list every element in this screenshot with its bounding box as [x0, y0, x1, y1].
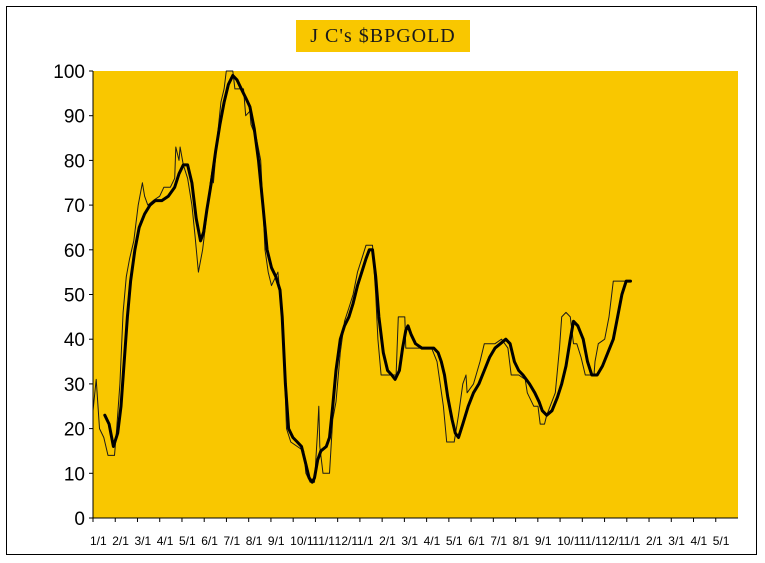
x-tick-label: 2/1	[379, 534, 396, 548]
x-tick-label: 6/1	[468, 534, 485, 548]
raw-series-line	[92, 70, 631, 483]
y-axis-ticks: 0 10 20 30 40 50 60 70 80 90 100	[53, 62, 93, 530]
y-tick-label: 30	[64, 375, 85, 396]
smoothed-series-layer	[103, 74, 632, 484]
x-tick-label: 3/1	[668, 534, 685, 548]
x-tick-label: 8/1	[246, 534, 263, 548]
chart-title: J C's $BPGOLD	[310, 24, 456, 47]
x-tick-label: 9/1	[535, 534, 552, 548]
x-tick-label: 9/1	[268, 534, 285, 548]
x-tick-label: 11/1	[579, 534, 602, 548]
x-tick-label: 5/1	[179, 534, 196, 548]
y-tick-label: 20	[64, 420, 85, 441]
smoothed-series-line	[103, 74, 632, 484]
x-tick-label: 5/1	[713, 534, 730, 548]
y-tick-label: 100	[53, 62, 85, 83]
x-tick-label: 4/1	[157, 534, 174, 548]
y-tick-label: 70	[64, 196, 85, 217]
chart-title-background	[296, 20, 470, 52]
y-tick-label: 80	[64, 151, 85, 172]
x-tick-label: 4/1	[424, 534, 441, 548]
x-tick-label: 7/1	[490, 534, 507, 548]
y-tick-label: 90	[64, 107, 85, 128]
x-tick-label: 8/1	[513, 534, 530, 548]
x-axis-ticks: 1/1 2/1 3/1 4/1 5/1 6/1 7/1 8/1 9/1 10/111/1 12/11…	[90, 518, 730, 548]
x-tick-label: 12/1	[335, 534, 359, 548]
x-tick-label: 12/1	[602, 534, 626, 548]
x-tick-label: 5/1	[446, 534, 463, 548]
x-tick-label: 3/1	[401, 534, 418, 548]
x-tick-label: 2/1	[112, 534, 129, 548]
raw-series-layer	[92, 70, 631, 483]
x-tick-label: 10/1	[557, 534, 581, 548]
y-tick-label: 40	[64, 330, 85, 351]
y-tick-label: 60	[64, 241, 85, 262]
x-tick-label: 6/1	[201, 534, 218, 548]
x-tick-label: 1/1	[624, 534, 641, 548]
y-tick-label: 10	[64, 464, 85, 485]
y-tick-label: 0	[74, 509, 85, 530]
y-tick-label: 50	[64, 286, 85, 307]
x-tick-label: 1/1	[357, 534, 374, 548]
x-tick-label: 10/1	[290, 534, 314, 548]
x-tick-label: 7/1	[223, 534, 240, 548]
plot-area	[93, 71, 738, 518]
x-tick-label: 2/1	[646, 534, 663, 548]
x-tick-label: 3/1	[134, 534, 151, 548]
x-tick-label: 11/1	[312, 534, 335, 548]
x-tick-label: 1/1	[90, 534, 107, 548]
x-tick-label: 4/1	[691, 534, 708, 548]
